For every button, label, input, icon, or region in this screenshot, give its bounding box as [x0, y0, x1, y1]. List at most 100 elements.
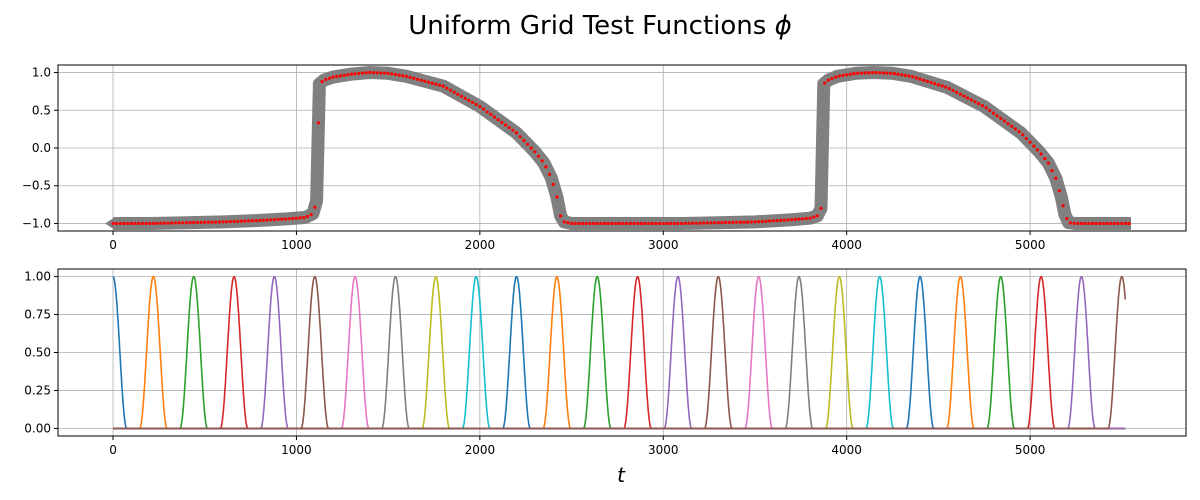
sample-dot: [867, 71, 871, 75]
sample-dot: [1028, 140, 1032, 144]
y-tick-label: 0.75: [24, 308, 51, 322]
sample-dot: [261, 218, 265, 222]
x-tick-label: 0: [109, 238, 117, 252]
sample-dot: [522, 138, 526, 143]
sample-dot: [603, 221, 607, 226]
sample-dot: [709, 221, 713, 225]
sample-dot: [283, 217, 287, 221]
sample-dot: [702, 221, 706, 225]
sample-dot: [379, 71, 383, 75]
sample-dot: [823, 81, 827, 85]
sample-dot: [375, 71, 379, 75]
sample-dot: [478, 104, 482, 109]
y-tick-label: 0.5: [32, 103, 51, 117]
sample-dot: [533, 150, 537, 154]
test-function-0: [112, 275, 1126, 430]
sample-dot: [415, 77, 420, 81]
sample-dot: [1006, 122, 1010, 126]
sample-dot: [225, 220, 229, 224]
sample-dot: [514, 131, 519, 135]
y-tick-label: 0.0: [32, 141, 51, 155]
sample-dot: [206, 220, 210, 224]
sample-dot: [643, 221, 647, 226]
sample-dot: [404, 74, 409, 78]
y-tick-label: 1.0: [32, 66, 51, 80]
sample-dot: [529, 146, 533, 150]
sample-dot: [338, 74, 343, 78]
sample-dot: [775, 219, 779, 223]
top-plot-data: [105, 66, 1131, 230]
sample-dot: [892, 72, 897, 76]
x-tick-label: 3000: [648, 238, 679, 252]
y-tick-label: 1.00: [24, 270, 51, 284]
sample-dot: [500, 120, 504, 124]
x-tick-label: 1000: [281, 238, 312, 252]
figure-title: Uniform Grid Test Functions ϕ: [408, 11, 791, 41]
y-tick-label: 0.50: [24, 346, 51, 360]
sample-dot: [1094, 221, 1098, 226]
sample-dot: [977, 102, 981, 106]
sample-dot: [335, 74, 339, 79]
sample-dot: [269, 218, 273, 222]
sample-dot: [753, 220, 757, 224]
sample-dot: [474, 102, 478, 107]
sample-dot: [111, 221, 115, 226]
sample-dot: [1123, 221, 1128, 226]
sample-dot: [133, 221, 137, 226]
sample-dot: [511, 128, 515, 132]
sample-dot: [859, 71, 864, 75]
sample-dot: [1109, 221, 1113, 226]
sample-dot: [999, 116, 1003, 120]
sample-dot: [577, 221, 581, 226]
sample-dot: [412, 76, 416, 80]
sample-dot: [830, 77, 834, 81]
sample-dot: [309, 213, 313, 217]
sample-dot: [757, 220, 761, 224]
sample-dot: [221, 220, 225, 224]
sample-dot: [639, 221, 643, 226]
sample-dot: [801, 217, 805, 221]
sample-dot: [555, 195, 559, 199]
sample-dot: [1098, 221, 1102, 226]
sample-dot: [254, 219, 258, 223]
sample-dot: [181, 221, 185, 225]
sample-dot: [390, 72, 394, 76]
sample-dot: [738, 220, 742, 224]
sample-dot: [826, 78, 830, 82]
sample-dot: [680, 221, 684, 226]
x-tick-label: 2000: [465, 238, 496, 252]
sample-dot: [914, 76, 919, 80]
sample-dot: [448, 88, 453, 92]
sample-dot: [573, 221, 577, 226]
sample-dot: [746, 220, 750, 224]
test-function-3: [113, 275, 1126, 430]
bottom-plot: 0 1000 2000 3000 4000 5000 0.00 0.25 0.50 0.75 1.0…: [24, 268, 1187, 457]
sample-dot: [797, 217, 801, 221]
sample-dot: [1010, 124, 1014, 128]
sample-dot: [955, 90, 959, 94]
sample-dot: [845, 73, 849, 77]
x-tick-label: 3000: [648, 443, 679, 457]
sample-dot: [614, 221, 618, 226]
sample-dot: [647, 221, 651, 226]
test-function-19: [113, 275, 1126, 430]
sample-dot: [691, 221, 695, 225]
sample-dot: [903, 73, 908, 77]
sample-dot: [426, 80, 431, 84]
sample-dot: [606, 221, 610, 226]
sample-dot: [1090, 221, 1095, 226]
sample-dot: [1068, 221, 1072, 225]
sample-dot: [419, 78, 423, 82]
sample-dot: [518, 135, 522, 139]
sample-dot: [459, 94, 464, 98]
sample-dot: [118, 221, 122, 226]
sample-dot: [991, 111, 996, 115]
sample-dot: [258, 218, 262, 222]
sample-dot: [951, 88, 955, 93]
sample-dot: [808, 216, 812, 220]
sample-dot: [441, 84, 445, 88]
sample-dot: [243, 219, 247, 223]
sample-dot: [1050, 169, 1054, 173]
sample-dot: [694, 221, 698, 225]
